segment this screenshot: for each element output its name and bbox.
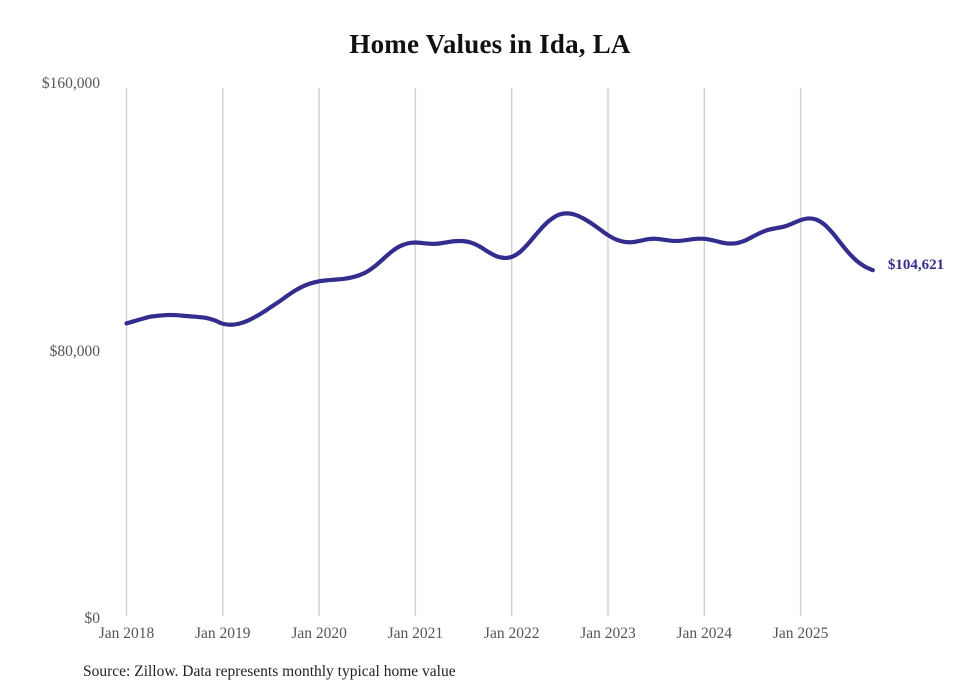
- home-value-line: [124, 211, 875, 327]
- x-axis-tick-2025-01: Jan 2025: [772, 625, 829, 642]
- x-axis-tick-2023-01: Jan 2023: [580, 625, 636, 642]
- x-axis-tick-2018-01: Jan 2018: [98, 625, 155, 642]
- x-axis-tick-2021-01: Jan 2021: [387, 625, 444, 642]
- y-axis-tick-80000: $80,000: [49, 342, 100, 360]
- source-caption: Source: Zillow. Data represents monthly …: [83, 663, 456, 680]
- chart-title: Home Values in Ida, LA: [349, 29, 631, 59]
- x-axis-tick-2019-01: Jan 2019: [195, 625, 251, 642]
- x-axis-tick-2024-01: Jan 2024: [676, 625, 733, 642]
- x-axis-tick-2022-01: Jan 2022: [483, 625, 540, 642]
- end-value-annotation: $104,621: [887, 257, 945, 274]
- x-axis-tick-2020-01: Jan 2020: [291, 625, 347, 642]
- y-axis-tick-0: $0: [84, 610, 101, 627]
- y-axis-tick-160000: $160,000: [41, 75, 100, 92]
- gridlines-group: [125, 88, 802, 616]
